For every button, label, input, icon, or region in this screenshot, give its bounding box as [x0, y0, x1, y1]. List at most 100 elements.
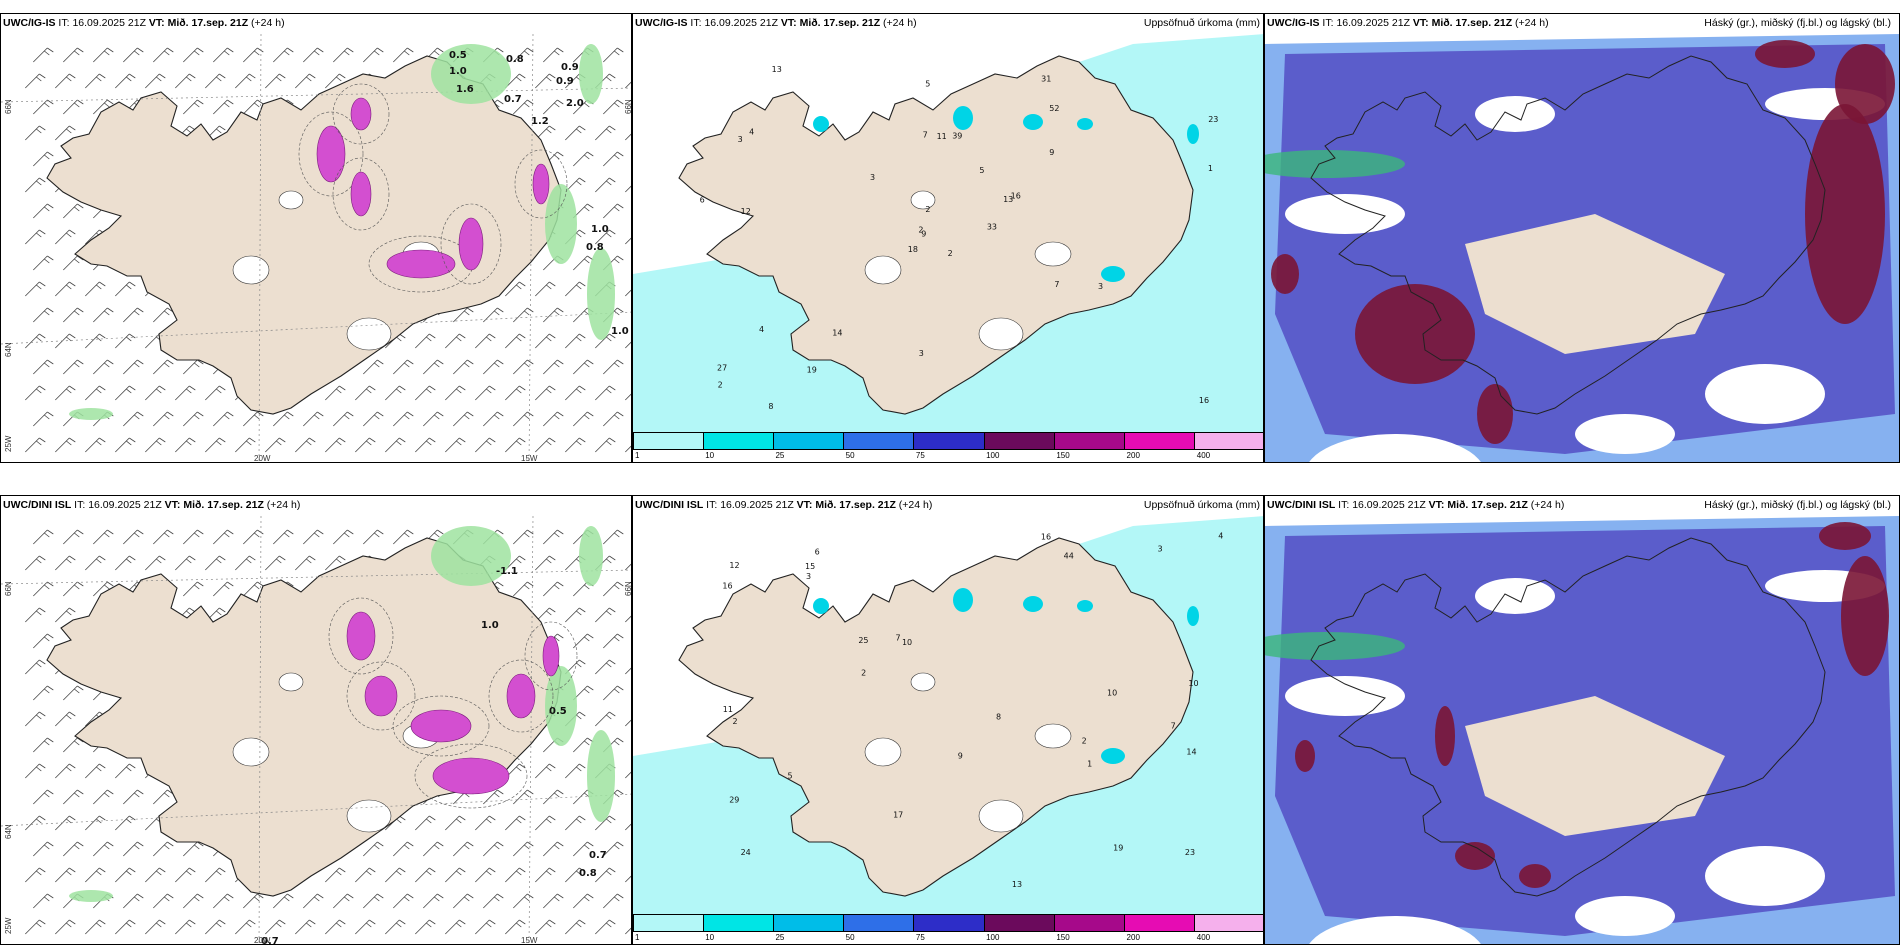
iceland-outline — [1310, 537, 1826, 897]
accum-title: Uppsöfnuð úrkoma (mm) — [1143, 17, 1260, 29]
colorbar-tick-label: 1 — [635, 933, 640, 942]
accum-value: 23 — [1185, 848, 1195, 857]
accum-map-2: 2724610192944251316111223171098754321416… — [633, 516, 1263, 914]
accum-value: 44 — [1064, 551, 1074, 560]
accum-value: 23 — [1208, 115, 1218, 124]
wind-map-2: -1.1 1.0 0.5 0.7 0.8 0.7 — [1, 515, 631, 944]
high-cloud-area — [1519, 864, 1551, 888]
colorbar-swatch — [1194, 915, 1263, 931]
high-cloud-area — [1835, 44, 1895, 124]
accum-value: 3 — [738, 135, 743, 144]
lon-label-left: 25W — [4, 917, 13, 934]
accum-value: 33 — [987, 222, 997, 231]
accum-value: 13 — [1003, 195, 1013, 204]
panel-header: UWC/IG-IS IT: 16.09.2025 21Z VT: Mið. 17… — [3, 17, 285, 29]
colorbar-swatch — [774, 433, 845, 449]
high-cloud-area — [1477, 384, 1513, 444]
glacier — [978, 799, 1024, 833]
accum-value: 29 — [729, 795, 739, 804]
lat-label: 66N — [4, 99, 13, 114]
wind-value-label: 1.0 — [481, 620, 499, 631]
iceland-land — [678, 537, 1194, 897]
graticule-line — [1, 87, 631, 103]
wind-value-label: 0.9 — [561, 62, 579, 73]
precip-patch — [69, 408, 113, 420]
accum-value: 4 — [759, 325, 764, 334]
glacier — [232, 737, 270, 767]
fog-band — [1265, 632, 1405, 660]
precip-cell — [1077, 600, 1093, 612]
clear-area — [1475, 96, 1555, 132]
accum-value: 1 — [1087, 760, 1092, 769]
colorbar-tick-label: 75 — [915, 451, 925, 460]
lat-label: 66N — [4, 581, 13, 596]
precip-patch — [431, 526, 511, 586]
hatch-area — [414, 743, 528, 809]
accum-value: 1 — [1208, 164, 1213, 173]
colorbar-swatch — [634, 433, 705, 449]
precip-cell — [1023, 596, 1043, 612]
glacier — [278, 672, 304, 692]
colorbar-tick-label: 100 — [986, 933, 1000, 942]
hatch-area — [332, 83, 390, 145]
precip-patch — [579, 526, 603, 586]
hatch-area — [440, 203, 502, 285]
accum-value: 2 — [925, 205, 930, 214]
wind-value-label: 1.0 — [591, 224, 609, 235]
hatch-area — [524, 621, 578, 691]
lat-label: 66N — [624, 581, 632, 596]
graticule-line — [1, 311, 631, 345]
accum-value: 3 — [1157, 545, 1162, 554]
glacier — [232, 255, 270, 285]
wind-value-label: 1.0 — [611, 326, 629, 337]
wind-value-label: 2.0 — [566, 98, 584, 109]
wind-value-label: 0.9 — [556, 76, 574, 87]
snow-area — [542, 635, 560, 677]
lon-label: 15W — [521, 454, 538, 463]
accum-value: 4 — [749, 128, 754, 137]
snow-area — [316, 125, 346, 183]
precip-patch — [587, 730, 615, 822]
accum-value: 16 — [1011, 192, 1021, 201]
land-visible — [1465, 696, 1725, 836]
precip-patch — [545, 666, 577, 746]
accum-value: 3 — [870, 173, 875, 182]
colorbar-swatch — [914, 915, 985, 931]
high-cloud-area — [1841, 556, 1889, 676]
lon-label-left: 25W — [4, 435, 13, 452]
glacier — [864, 737, 902, 767]
hatch-area — [332, 157, 390, 231]
glacier — [864, 255, 902, 285]
precip-cell — [1101, 748, 1125, 764]
accum-value: 25 — [858, 636, 868, 645]
glacier — [1034, 241, 1072, 267]
colorbar-swatch — [634, 915, 705, 931]
cloud-title: Háský (gr.), miðský (fj.bl.) og lágský (… — [1704, 499, 1891, 511]
snow-area — [458, 217, 484, 271]
accum-value: 31 — [1041, 75, 1051, 84]
colorbar-tick-label: 200 — [1126, 933, 1140, 942]
accum-value: 7 — [923, 131, 928, 140]
clear-area — [1575, 896, 1675, 936]
snow-area — [532, 163, 550, 205]
colorbar-tick-label: 75 — [915, 933, 925, 942]
accum-value: 11 — [723, 705, 733, 714]
hatch-area — [514, 149, 568, 219]
precip-cell — [813, 598, 829, 614]
colorbar-tick-label: 150 — [1056, 451, 1070, 460]
colorbar-swatch — [984, 915, 1055, 931]
accum-value: 10 — [1107, 689, 1117, 698]
graticule-line — [528, 33, 534, 462]
accum-value: 7 — [1054, 280, 1059, 289]
accum-value: 9 — [921, 229, 926, 238]
snow-area — [410, 709, 472, 743]
colorbar-swatch — [704, 433, 775, 449]
hatch-area — [298, 111, 364, 197]
accum-value: 16 — [1199, 396, 1209, 405]
colorbar-tick-label: 150 — [1056, 933, 1070, 942]
panel-cloud-row1: UWC/IG-IS IT: 16.09.2025 21Z VT: Mið. 17… — [1264, 13, 1900, 463]
accum-value: 19 — [807, 365, 817, 374]
precip-patch — [545, 184, 577, 264]
iceland-outline — [1310, 55, 1826, 415]
accum-value: 52 — [1049, 104, 1059, 113]
